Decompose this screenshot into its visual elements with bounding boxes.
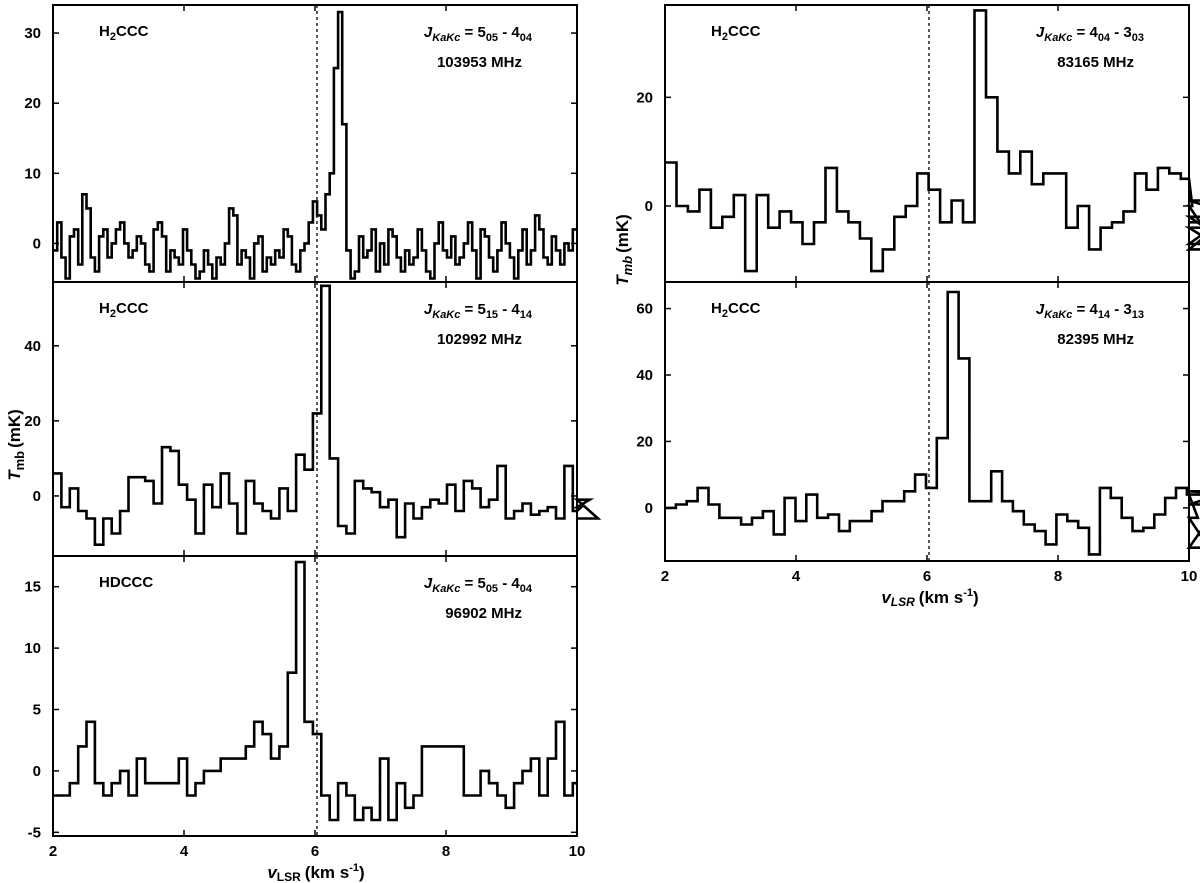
molecule-label: HDCCC — [99, 574, 153, 591]
x-tick-label: 2 — [49, 843, 57, 860]
y-tick-label: 20 — [636, 89, 653, 106]
frequency-label: 83165 MHz — [1057, 54, 1134, 71]
x-tick-label: 4 — [180, 843, 189, 860]
y-tick-label: 15 — [24, 579, 41, 596]
frequency-label: 103953 MHz — [437, 54, 522, 71]
spectrum-line — [53, 560, 577, 822]
right-xlabel: vLSR (km s-1) — [881, 587, 978, 609]
x-tick-label: 2 — [661, 568, 669, 585]
frequency-label: 82395 MHz — [1057, 331, 1134, 348]
transition-label: JKaKc = 414 - 313 — [1036, 301, 1144, 321]
transition-label: JKaKc = 505 - 404 — [424, 575, 533, 595]
x-tick-label: 10 — [1181, 568, 1198, 585]
y-tick-label: -5 — [28, 824, 41, 841]
molecule-label: H2CCC — [99, 23, 149, 43]
y-tick-label: 30 — [24, 25, 41, 42]
y-tick-label: 10 — [24, 640, 41, 657]
y-tick-label: 0 — [645, 198, 653, 215]
x-tick-label: 8 — [442, 843, 450, 860]
transition-label: JKaKc = 505 - 404 — [424, 24, 533, 44]
plot-frame — [52, 4, 578, 283]
spectrum-panel-5: 2 4 6 8 10 0 20 40 60 H2CCC JKaKc = 414 - 313 82395… — [636, 281, 1200, 585]
y-tick-label: 0 — [33, 235, 41, 252]
y-tick-label: 10 — [24, 165, 41, 182]
molecule-label: H2CCC — [711, 300, 761, 320]
plot-frame — [664, 281, 1190, 562]
y-tick-label: 0 — [645, 500, 653, 517]
spectrum-panel-3: 2 4 6 8 10 -5 0 5 10 15 HDCCC JKaKc = 505 - 404 9690… — [24, 555, 586, 860]
spectrum-line — [53, 10, 577, 280]
x-tick-label: 6 — [311, 843, 319, 860]
left-xlabel: vLSR (km s-1) — [267, 862, 364, 883]
y-tick-label: 20 — [24, 413, 41, 430]
molecule-label: H2CCC — [711, 23, 761, 43]
right-ylabel: Tmb(mK) — [613, 214, 635, 286]
spectrum-line — [53, 284, 602, 546]
transition-label: JKaKc = 404 - 303 — [1036, 24, 1144, 44]
frequency-label: 102992 MHz — [437, 331, 522, 348]
spectrum-panel-4: 0 20 H2CCC JKaKc = 404 - 303 83165 MHz — [636, 4, 1200, 283]
y-tick-label: 60 — [636, 301, 653, 318]
y-tick-label: 0 — [33, 763, 41, 780]
plot-frame — [52, 281, 578, 557]
x-tick-label: 10 — [569, 843, 586, 860]
x-tick-label: 4 — [792, 568, 801, 585]
frequency-label: 96902 MHz — [445, 605, 522, 622]
y-tick-label: 40 — [636, 367, 653, 384]
transition-label: JKaKc = 515 - 414 — [424, 301, 533, 321]
y-tick-label: 0 — [33, 488, 41, 505]
left-ylabel: Tmb(mK) — [5, 409, 27, 481]
spectrum-panel-1: 0 10 20 30 H2CCC JKaKc = 505 - 404 103953 MHz — [24, 4, 578, 283]
spectrum-line — [665, 290, 1200, 556]
x-tick-label: 8 — [1054, 568, 1062, 585]
y-tick-label: 5 — [33, 702, 41, 719]
y-tick-label: 20 — [636, 433, 653, 450]
y-tick-label: 20 — [24, 95, 41, 112]
spectrum-panel-2: 0 20 40 H2CCC JKaKc = 515 - 414 102992 MHz — [24, 281, 602, 557]
y-tick-label: 40 — [24, 338, 41, 355]
x-tick-label: 6 — [923, 568, 931, 585]
molecule-label: H2CCC — [99, 300, 149, 320]
plot-frame — [664, 4, 1190, 283]
spectrum-line — [665, 9, 1200, 273]
